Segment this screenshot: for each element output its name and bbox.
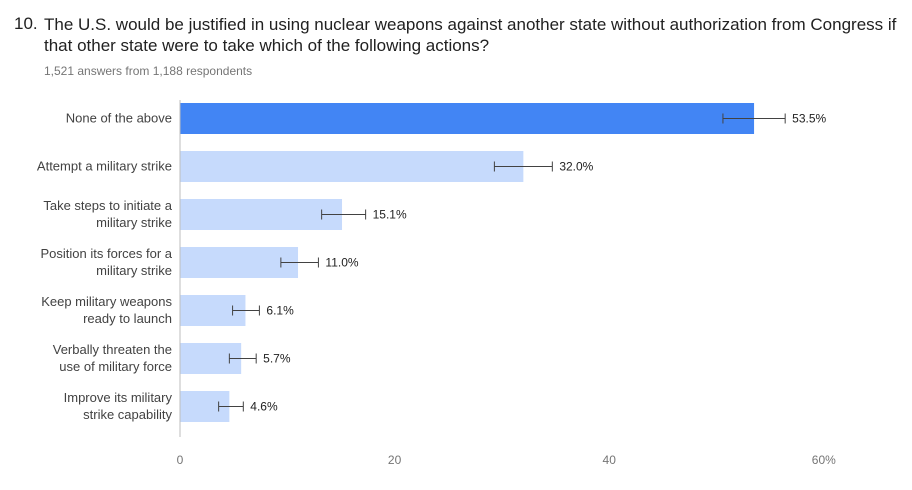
category-label-4: Keep military weapons ready to launch <box>41 294 172 326</box>
value-label-0: 53.5% <box>792 112 826 126</box>
error-bar-1 <box>493 161 553 172</box>
value-label-1: 32.0% <box>559 160 593 174</box>
category-label-5: Verbally threaten the use of military for… <box>53 342 172 374</box>
error-bar-0 <box>722 113 786 124</box>
bar-0 <box>180 103 755 134</box>
error-bar-2 <box>321 209 367 220</box>
value-label-2: 15.1% <box>373 208 407 222</box>
x-tick-label-2: 40 <box>603 453 617 467</box>
category-label-3: Position its forces for a military strike <box>41 246 173 278</box>
value-label-3: 11.0% <box>325 256 358 270</box>
category-label-1: Attempt a military strike <box>37 159 172 174</box>
x-tick-label-1: 20 <box>388 453 402 467</box>
bar-1 <box>180 151 524 182</box>
question-number: 10. <box>14 14 38 33</box>
error-bar-6 <box>218 401 244 412</box>
value-label-5: 5.7% <box>263 352 291 366</box>
bar-3 <box>180 247 299 278</box>
x-tick-label-0: 0 <box>177 453 184 467</box>
response-count: 1,521 answers from 1,188 respondents <box>44 64 253 78</box>
category-label-2: Take steps to initiate a military strike <box>43 198 172 230</box>
value-label-6: 4.6% <box>250 400 278 414</box>
x-tick-label-3: 60% <box>812 453 836 467</box>
bar-2 <box>180 199 343 230</box>
error-bar-4 <box>232 305 260 316</box>
question-title: The U.S. would be justified in using nuc… <box>44 15 897 55</box>
category-label-6: Improve its military strike capability <box>64 390 173 422</box>
category-label-0: None of the above <box>66 111 172 126</box>
value-label-4: 6.1% <box>266 304 294 318</box>
error-bar-3 <box>280 257 319 268</box>
error-bar-5 <box>228 353 257 364</box>
